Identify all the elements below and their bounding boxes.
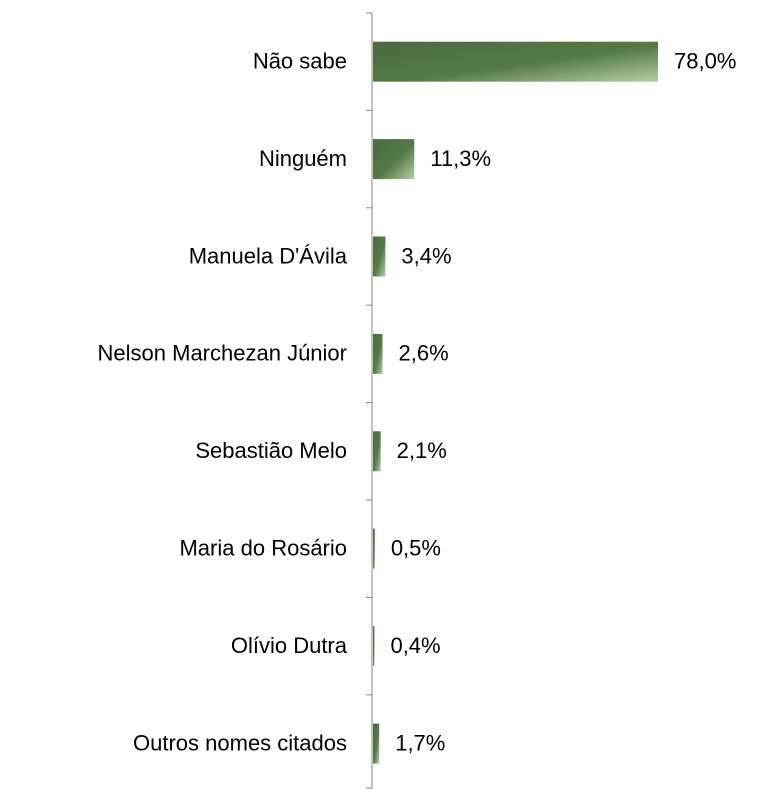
bar <box>373 431 381 472</box>
category-label: Não sabe <box>253 49 347 74</box>
bar <box>373 236 386 277</box>
bar <box>373 333 383 374</box>
data-label: 78,0% <box>674 49 736 74</box>
data-label: 11,3% <box>430 146 491 171</box>
category-label: Nelson Marchezan Júnior <box>98 341 347 366</box>
data-label: 2,1% <box>397 438 447 463</box>
bar <box>373 528 375 569</box>
category-label: Manuela D'Ávila <box>189 243 348 268</box>
data-label: 0,4% <box>390 633 440 658</box>
data-label: 2,6% <box>399 341 449 366</box>
bar <box>373 723 380 764</box>
data-label: 3,4% <box>401 243 451 268</box>
bar <box>373 41 658 82</box>
category-label: Sebastião Melo <box>195 438 347 463</box>
category-label: Olívio Dutra <box>231 633 348 658</box>
data-label: 0,5% <box>391 536 441 561</box>
bar <box>373 626 375 667</box>
bar <box>373 139 415 180</box>
category-label: Maria do Rosário <box>179 536 347 561</box>
category-label: Outros nomes citados <box>133 730 347 755</box>
category-label: Ninguém <box>259 146 347 171</box>
data-label: 1,7% <box>395 730 445 755</box>
